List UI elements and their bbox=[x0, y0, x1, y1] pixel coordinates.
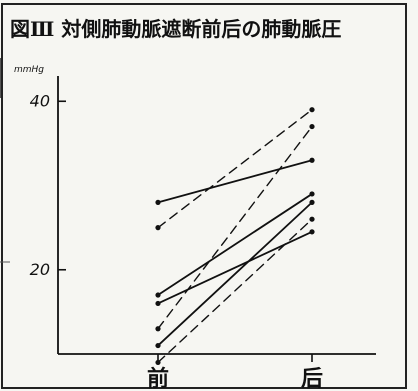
series-line-4 bbox=[157, 230, 313, 305]
data-point-6-1 bbox=[155, 342, 161, 349]
series-line-6 bbox=[157, 201, 313, 347]
data-point-4-2 bbox=[309, 229, 315, 235]
x-categories: 前后 bbox=[147, 354, 323, 391]
y-tick-label: 20 bbox=[30, 260, 50, 279]
x-category-label: 前 bbox=[147, 366, 169, 391]
series-line-5 bbox=[157, 125, 313, 330]
series-line-2 bbox=[157, 108, 313, 229]
series-line-3 bbox=[157, 193, 313, 296]
data-point-4-1 bbox=[155, 300, 161, 307]
chart-title: 図Ⅲ 対側肺動脈遮断前后の肺動脈圧 bbox=[10, 17, 341, 41]
data-point-1-1 bbox=[155, 199, 161, 205]
data-point-2-1 bbox=[155, 225, 161, 231]
data-point-6-2 bbox=[309, 199, 315, 205]
data-point-7-2 bbox=[309, 216, 315, 222]
data-point-3-1 bbox=[155, 292, 161, 298]
y-axis-unit: mmHg bbox=[14, 65, 44, 75]
series-line-7 bbox=[157, 218, 313, 364]
data-point-2-2 bbox=[309, 107, 315, 113]
data-point-1-2 bbox=[309, 157, 315, 163]
x-category-label: 后 bbox=[301, 366, 323, 391]
data-point-5-2 bbox=[309, 123, 315, 130]
data-point-5-1 bbox=[155, 326, 161, 332]
series-line-1 bbox=[157, 159, 313, 204]
series-lines bbox=[155, 107, 315, 366]
data-point-3-2 bbox=[309, 191, 315, 197]
figure-frame bbox=[1, 3, 407, 389]
y-tick-label: 40 bbox=[30, 91, 50, 110]
data-point-7-1 bbox=[155, 359, 161, 366]
